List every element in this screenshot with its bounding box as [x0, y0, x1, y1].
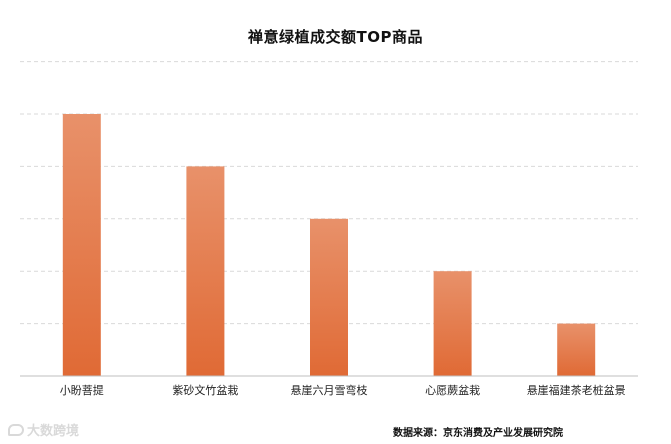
bar-1 — [62, 114, 101, 376]
bar-4 — [433, 271, 472, 376]
watermark-text: 大数跨境 — [27, 424, 80, 439]
category-label: 心愿蕨盆栽 — [425, 383, 480, 397]
bar-5 — [557, 323, 596, 376]
bars — [62, 114, 596, 376]
category-label: 小盼菩提 — [60, 384, 104, 397]
category-label: 悬崖福建茶老桩盆景 — [527, 383, 626, 397]
bar-3 — [310, 218, 348, 376]
watermark: 大数跨境 — [8, 420, 79, 439]
speech-bubble-icon — [8, 423, 24, 436]
category-labels: 小盼菩提 紫砂文竹盆栽 悬崖六月雪弯枝 心愿蕨盆栽 悬崖福建茶老桩盆景 — [60, 383, 626, 397]
source-note: 数据来源：京东消费及产业发展研究院 — [393, 428, 563, 439]
category-label: 悬崖六月雪弯枝 — [291, 383, 368, 397]
chart-title: 禅意绿植成交额TOP商品 — [248, 28, 423, 46]
bar-2 — [186, 166, 225, 376]
category-label: 紫砂文竹盆栽 — [172, 383, 238, 397]
